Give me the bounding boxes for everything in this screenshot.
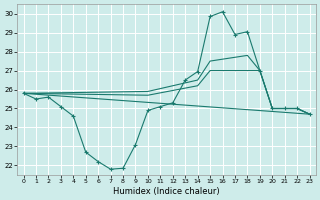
X-axis label: Humidex (Indice chaleur): Humidex (Indice chaleur) — [113, 187, 220, 196]
